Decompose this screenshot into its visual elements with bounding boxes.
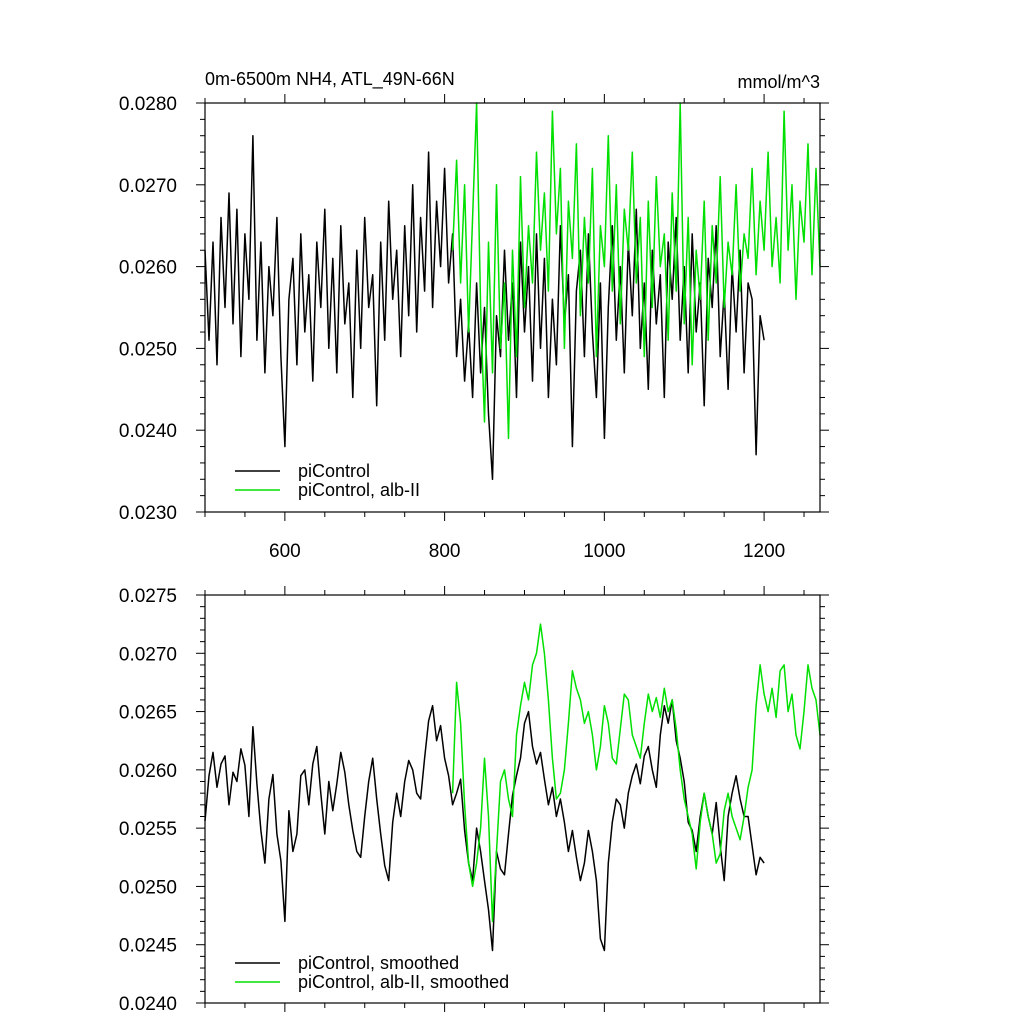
y-tick-label: 0.0240 [119,994,177,1015]
y-tick-label: 0.0250 [119,339,177,360]
top-legend: piControl piControl, alb-II [235,461,420,500]
y-tick-label: 0.0240 [119,421,177,442]
y-tick-label: 0.0245 [119,936,177,957]
series-line-1-0 [204,699,765,952]
bottom-legend: piControl, smoothed piControl, alb-II, s… [235,953,509,992]
top-plot-area: 600 800 1000 1200 0.0230 0.0240 0.0250 0.0260 0.… [119,94,829,562]
top-panel-title: 0m-6500m NH4, ATL_49N-66N [205,69,455,90]
y-tick-label: 0.0230 [119,503,177,524]
y-tick-label: 0.0270 [119,644,177,665]
y-tick-label: 0.0260 [119,258,177,279]
series-line-0-0 [204,134,765,481]
y-tick-label: 0.0265 [119,703,177,724]
y-tick-label: 0.0255 [119,819,177,840]
y-tick-label: 0.0275 [119,586,177,607]
bottom-panel: 0.0240 0.0245 0.0250 0.0255 0.0260 0.0265 0.02… [119,586,829,1015]
bottom-plot-area: 0.0240 0.0245 0.0250 0.0255 0.0260 0.0265 0.02… [119,586,829,1015]
x-tick-label: 600 [269,541,301,562]
plot-frame-0 [204,102,821,513]
legend-label-picontrol-alb-ii: piControl, alb-II [298,480,420,500]
y-tick-label: 0.0270 [119,176,177,197]
x-tick-label: 800 [429,541,461,562]
series-line-0-1 [451,102,821,440]
y-tick-label: 0.0250 [119,877,177,898]
plot-frame-1 [204,594,821,1004]
legend-label-picontrol: piControl [298,461,370,481]
y-tick-label: 0.0280 [119,94,177,115]
x-tick-label: 1200 [743,541,785,562]
series-line-1-1 [451,623,821,923]
top-panel-units: mmol/m^3 [738,72,820,92]
legend-label-picontrol-smoothed: piControl, smoothed [298,953,459,973]
y-tick-label: 0.0260 [119,761,177,782]
x-tick-label: 1000 [583,541,625,562]
top-panel: 0m-6500m NH4, ATL_49N-66N mmol/m^3 600 80… [119,69,829,562]
legend-label-picontrol-alb-ii-smoothed: piControl, alb-II, smoothed [298,972,509,992]
